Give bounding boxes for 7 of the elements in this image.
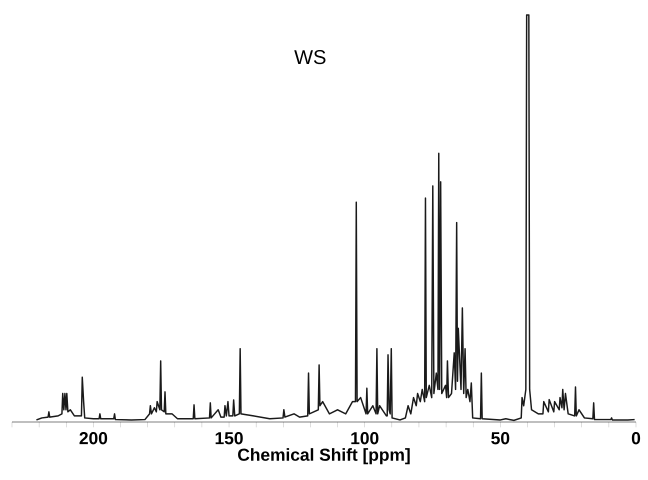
x-tick-label: 100: [351, 432, 378, 444]
x-axis-title: Chemical Shift [ppm]: [238, 448, 410, 464]
x-tick-label: 200: [80, 432, 108, 444]
x-tick-label: 150: [216, 432, 243, 444]
x-tick-label: 0: [632, 432, 640, 444]
text: WS: [294, 50, 326, 64]
x-tick-label: 50: [491, 432, 510, 444]
